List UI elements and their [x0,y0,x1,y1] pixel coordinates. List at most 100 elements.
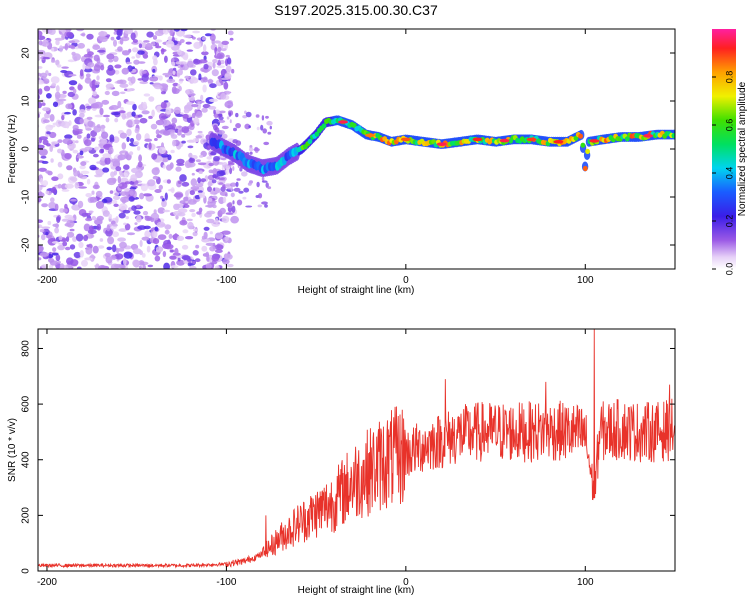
spectrogram-cell [225,65,232,73]
spectrogram-cell [221,166,224,171]
spectrogram-cell [38,144,45,149]
spectrogram-cell [209,190,215,195]
snr-axes: -200 -100 0 100 0 200 400 600 800 [21,329,675,588]
spectrogram-cell [261,180,268,183]
spectrogram-cell [163,262,170,269]
spectrogram-cell [87,62,95,68]
spectrogram-cell [169,249,174,253]
spectrogram-cell [113,203,119,207]
spectrogram-cell [148,96,155,102]
spectrogram-cell [152,238,160,245]
spectrogram-cell [49,264,54,269]
spectrogram-cell [149,82,154,85]
spectrogram-cell [91,190,95,195]
spectrogram-cell [201,107,208,113]
spectrogram-cell [114,118,119,123]
spectrogram-cell [172,139,177,147]
spectrogram-cell [38,79,45,85]
spectrogram-cell [154,189,162,193]
spectrogram-cell [100,64,105,71]
spectrogram-cell [110,158,121,164]
spectrogram-cell [195,135,203,139]
spectrogram-cell [38,88,43,95]
spectrogram-x-label: Height of straight line (km) [298,285,415,296]
spectrogram-cell [198,59,208,64]
spectrogram-cell [112,136,120,144]
spectrogram-cell [209,231,213,235]
spectrogram-cell [208,198,213,202]
spectrogram-cell [220,77,229,81]
spectrogram-cell [38,148,48,156]
spectrogram-cell [113,170,118,176]
spectrogram-cell [88,97,96,105]
spectrogram-y-label: Frequency (Hz) [7,115,18,184]
spectrogram-cell [123,257,127,266]
spectrogram-cell [230,186,233,192]
spectrogram-cell [211,69,219,77]
spectrogram-cell [262,128,268,134]
spectrogram-cell [64,43,69,51]
spectrogram-cell [194,195,201,200]
spectrogram-cell [117,100,122,109]
spectrogram-cell [176,69,181,78]
spectrogram-cell [98,264,107,269]
spectrogram-cell [164,74,170,78]
spectrogram-cell [160,153,169,158]
spectrogram-cell [164,192,168,201]
spectrogram-cell [146,245,151,253]
spectrogram-cell [51,47,55,52]
spectrogram-cell [232,200,235,205]
spectrogram-cell [133,141,140,146]
spectrogram-cell [221,40,229,46]
spectrogram-cell [35,78,38,84]
spectrogram-cell [111,255,117,260]
spectrogram-cell [265,182,269,188]
spectrogram-cell [85,73,91,78]
spectrogram-cell [155,129,160,135]
spectrogram-cell [130,174,138,182]
spectrogram-cell [121,198,127,204]
spectrogram-cell [193,117,200,125]
spectrogram-cell [41,160,49,164]
spectrogram-cell [85,193,92,198]
spectrogram-x-tick-label: -200 [37,275,57,286]
spectrogram-cell [92,44,101,50]
spectrogram-cell [57,260,61,264]
spectrogram-cell [165,40,175,48]
spectrogram-cell [121,265,126,269]
spectrogram-peak [338,120,348,124]
spectrogram-peak [526,137,537,142]
spectrogram-cell [57,161,63,168]
spectrogram-cell [107,64,114,71]
spectrogram-cell [147,179,156,187]
spectrogram-cell [105,117,110,123]
spectrogram-cell [69,244,76,250]
spectrogram-cell [224,193,228,197]
spectrogram-cell [171,57,175,63]
spectrogram-cell [265,115,269,119]
spectrogram-cell [141,110,150,115]
spectrogram-cell [79,165,86,170]
spectrogram-cell [43,85,51,92]
spectrogram-cell [156,121,164,125]
spectrogram-cell [143,40,150,43]
spectrogram-cell [139,117,148,124]
spectrogram-cell [68,74,77,77]
colorbar-tick-label: 0.8 [724,71,734,84]
spectrogram-cell [113,31,118,35]
spectrogram-cell [38,245,44,253]
spectrogram-cell [141,74,149,82]
snr-y-tick-label: 200 [21,507,32,524]
spectrogram-cell [135,133,142,141]
spectrogram-cell [130,76,136,84]
spectrogram-cell [51,142,56,146]
spectrogram-cell [48,29,56,35]
spectrogram-cell [171,61,176,67]
spectrogram-cell [110,171,115,178]
spectrogram-cell [143,93,151,97]
spectrogram-cell [49,114,55,122]
spectrogram-cell [185,236,194,240]
spectrogram-cell [155,246,164,253]
spectrogram-cell [140,183,148,192]
spectrogram-cell [129,151,134,156]
